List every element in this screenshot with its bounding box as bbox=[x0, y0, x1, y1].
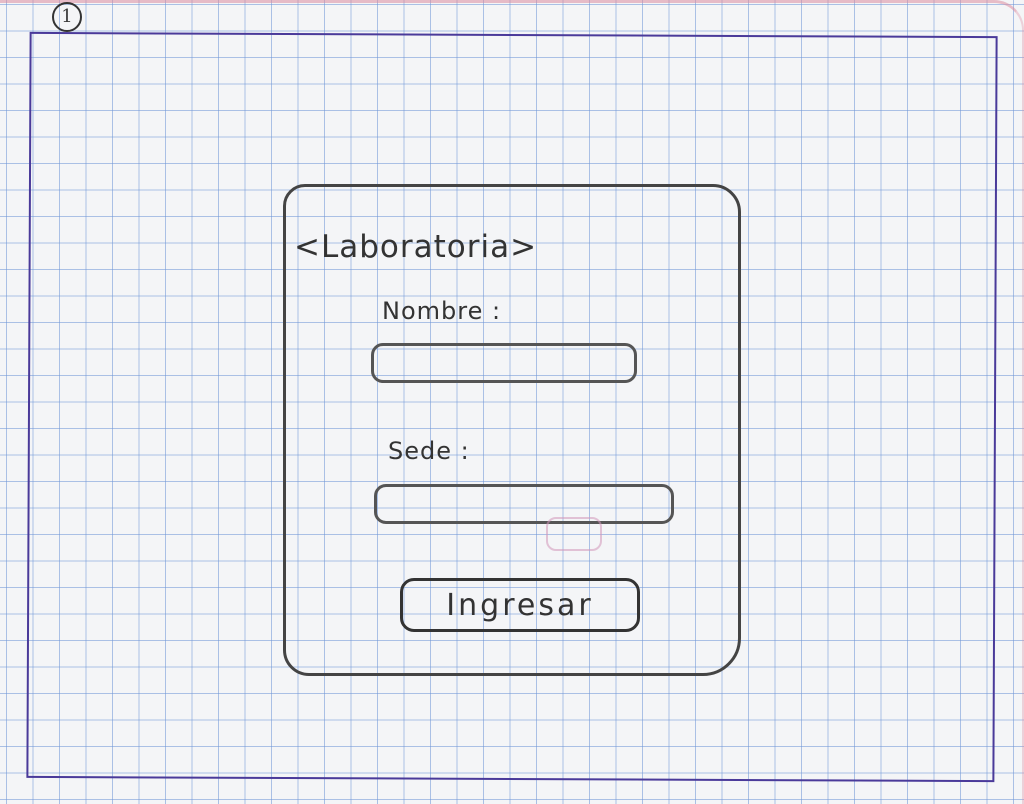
site-label: Sede : bbox=[388, 437, 470, 465]
submit-button[interactable]: Ingresar bbox=[400, 578, 640, 632]
page-number-badge: 1 bbox=[52, 2, 82, 32]
site-input[interactable] bbox=[374, 484, 674, 524]
brand-title: <Laboratoria> bbox=[294, 229, 538, 265]
name-label: Nombre : bbox=[382, 297, 502, 325]
login-card: <Laboratoria> Nombre : Sede : Ingresar bbox=[283, 184, 741, 676]
pink-smudge bbox=[546, 517, 602, 551]
name-input[interactable] bbox=[371, 343, 637, 383]
